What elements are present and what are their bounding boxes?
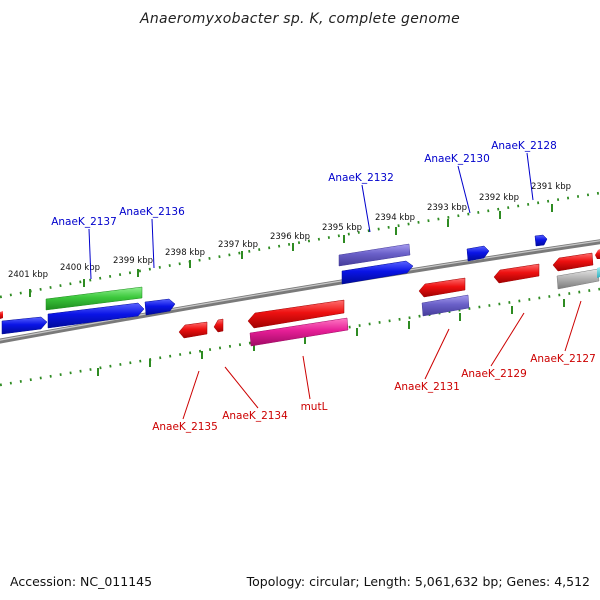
gene-label-anaek-2137[interactable]: AnaeK_2137: [51, 216, 117, 228]
tick-label-2399-kbp: 2399 kbp: [113, 256, 153, 266]
gene-label-anaek-2128[interactable]: AnaeK_2128: [491, 140, 557, 152]
map-title: Anaeromyxobacter sp. K, complete genome: [139, 11, 460, 27]
leader-line-anaek-2137: [88, 228, 92, 280]
leader-line-anaek-2127: [564, 300, 582, 352]
gene-anaek-2131-feature[interactable]: [418, 277, 466, 298]
tick-label-2396-kbp: 2396 kbp: [270, 232, 310, 242]
right-edge-teal-feature[interactable]: [597, 267, 600, 278]
gene-mutl-rna-feature[interactable]: [249, 317, 349, 347]
gene-label-anaek-2134[interactable]: AnaeK_2134: [222, 410, 288, 422]
gene-label-anaek-2131[interactable]: AnaeK_2131: [394, 381, 460, 393]
leader-line-anaek-2132: [361, 184, 371, 233]
gene-features: [0, 234, 600, 347]
leader-line-anaek-2129: [490, 312, 525, 367]
gene-anaek-2128-feature[interactable]: [534, 234, 548, 247]
gene-label-mutl[interactable]: mutL: [301, 401, 328, 413]
leader-line-anaek-2135: [182, 370, 200, 420]
gene-anaek-2127-feature[interactable]: [552, 252, 594, 272]
tick-label-2400-kbp: 2400 kbp: [60, 263, 100, 273]
gene-anaek-2138-feature[interactable]: [1, 316, 48, 335]
gene-label-anaek-2129[interactable]: AnaeK_2129: [461, 368, 527, 380]
gene-anaek-2131b-feature[interactable]: [421, 294, 470, 317]
gene-anaek-2126-feature[interactable]: [556, 268, 600, 290]
right-edge-feature[interactable]: [595, 249, 600, 259]
gene-label-anaek-2127[interactable]: AnaeK_2127: [530, 353, 596, 365]
gene-anaek-2129-feature[interactable]: [493, 263, 540, 284]
tick-label-2397-kbp: 2397 kbp: [218, 240, 258, 250]
tick-label-2393-kbp: 2393 kbp: [427, 203, 467, 213]
gene-anaek-2135-feature[interactable]: [178, 321, 208, 339]
accession-text: Accession: NC_011145: [10, 574, 152, 589]
gene-anaek-2134-feature[interactable]: [213, 318, 224, 333]
gene-label-anaek-2135[interactable]: AnaeK_2135: [152, 421, 218, 433]
tick-label-2392-kbp: 2392 kbp: [479, 193, 519, 203]
gene-anaek-2133-feature[interactable]: [341, 260, 414, 285]
leader-line-anaek-2128: [526, 152, 534, 201]
tick-label-2395-kbp: 2395 kbp: [322, 223, 362, 233]
genome-summary-text: Topology: circular; Length: 5,061,632 bp…: [246, 574, 590, 589]
gene-label-anaek-2130[interactable]: AnaeK_2130: [424, 153, 490, 165]
tick-label-2394-kbp: 2394 kbp: [375, 213, 415, 223]
gene-anaek-2132-feature[interactable]: [338, 243, 411, 267]
gene-label-leaders: [88, 152, 582, 420]
gene-mutl-feature[interactable]: [247, 299, 345, 329]
gene-anaek-2136-feature[interactable]: [47, 302, 145, 329]
leader-line-anaek-2134: [224, 366, 259, 409]
leader-line-anaek-2130: [457, 165, 471, 214]
tick-label-2398-kbp: 2398 kbp: [165, 248, 205, 258]
ruler-tick-labels: 2401 kbp 2400 kbp 2399 kbp 2398 kbp 2397 kbp…: [8, 182, 571, 280]
leader-line-anaek-2136: [151, 218, 155, 269]
genome-backbone: [0, 239, 600, 344]
tick-label-2401-kbp: 2401 kbp: [8, 270, 48, 280]
tick-label-2391-kbp: 2391 kbp: [531, 182, 571, 192]
gene-anaek-2137-feature[interactable]: [45, 286, 143, 311]
gene-label-anaek-2136[interactable]: AnaeK_2136: [119, 206, 185, 218]
leader-line-mutl: [302, 355, 311, 400]
gene-anaek-2136b-feature[interactable]: [144, 298, 176, 316]
leader-line-anaek-2131: [424, 328, 450, 380]
gene-anaek-2130-feature[interactable]: [466, 245, 490, 262]
genome-backbone-highlight: [0, 240, 600, 341]
left-edge-feature[interactable]: [0, 311, 3, 319]
gene-label-anaek-2132[interactable]: AnaeK_2132: [328, 172, 394, 184]
